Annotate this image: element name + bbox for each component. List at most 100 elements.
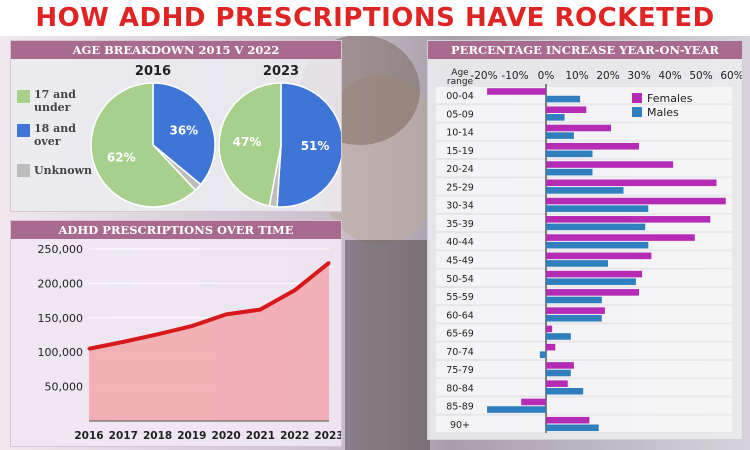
bar-males-50-54 bbox=[546, 278, 636, 285]
data-point-2016 bbox=[87, 347, 91, 351]
row-band bbox=[436, 360, 732, 378]
category-label-05-09: 05-09 bbox=[446, 109, 474, 120]
bar-males-45-49 bbox=[546, 260, 608, 267]
x-tick-label: 60% bbox=[720, 70, 742, 82]
page-title: HOW ADHD PRESCRIPTIONS HAVE ROCKETED bbox=[0, 0, 750, 36]
prescriptions-line bbox=[88, 261, 331, 351]
bar-males-40-44 bbox=[546, 241, 649, 249]
data-point-2020 bbox=[224, 312, 228, 316]
bar-females-45-49 bbox=[546, 252, 652, 260]
bar-females-25-29 bbox=[546, 179, 717, 187]
prescriptions-panel: ADHD PRESCRIPTIONS OVER TIME 50,000 100,0… bbox=[10, 220, 342, 447]
bar-females-65-69 bbox=[546, 325, 553, 333]
bar-males-80-84 bbox=[546, 387, 584, 395]
pie-year-label-2016: 2016 bbox=[135, 64, 171, 79]
bar-females-00-04 bbox=[487, 88, 546, 95]
bar-males-15-19 bbox=[546, 150, 593, 158]
data-point-2017 bbox=[121, 340, 125, 344]
bar-females-85-89 bbox=[521, 398, 546, 406]
bar-females-10-14 bbox=[546, 124, 612, 132]
bar-females-55-59 bbox=[546, 289, 639, 296]
category-label-65-69: 65-69 bbox=[446, 329, 474, 340]
pie-slice-2016-18-and-over bbox=[152, 82, 216, 186]
row-band bbox=[436, 123, 732, 140]
bar-females-20-24 bbox=[546, 161, 674, 168]
bar-males-25-29 bbox=[546, 187, 624, 194]
bar-males-65-69 bbox=[546, 333, 571, 340]
bar-males-35-39 bbox=[546, 223, 646, 231]
row-band bbox=[436, 397, 732, 414]
x-tick-label: 0% bbox=[538, 70, 555, 82]
data-point-2018 bbox=[156, 332, 160, 336]
swatch-grey bbox=[17, 164, 30, 177]
bar-females-70-74 bbox=[546, 343, 556, 351]
x-tick-label: 10% bbox=[565, 70, 588, 82]
pie-value-label: 36% bbox=[169, 123, 198, 137]
row-band bbox=[436, 251, 732, 268]
category-label-20-24: 20-24 bbox=[446, 164, 474, 175]
bar-males-55-59 bbox=[546, 296, 602, 304]
bar-females-75-79 bbox=[546, 362, 574, 369]
category-label-15-19: 15-19 bbox=[446, 146, 474, 157]
row-band bbox=[436, 306, 732, 323]
bar-males-30-34 bbox=[546, 205, 649, 212]
bar-females-35-39 bbox=[546, 216, 711, 223]
category-label-40-44: 40-44 bbox=[446, 237, 474, 248]
y-tick-label: 100,000 bbox=[38, 346, 84, 359]
pie-slice-2023-18-and-over bbox=[276, 82, 341, 208]
x-tick-label: 50% bbox=[689, 70, 712, 82]
bar-females-05-09 bbox=[546, 106, 587, 114]
x-tick-label: 2023 bbox=[314, 430, 341, 442]
yoy-panel: PERCENTAGE INCREASE YEAR-ON-YEAR Age rang… bbox=[427, 40, 743, 440]
legend-swatch-males bbox=[632, 107, 642, 117]
pie-year-label-2023: 2023 bbox=[263, 64, 299, 79]
bar-males-05-09 bbox=[546, 114, 565, 121]
legend-swatch-females bbox=[632, 93, 642, 103]
row-band bbox=[436, 324, 732, 341]
pie-charts: 2016 36% 62% 2023 51% 47% bbox=[90, 64, 341, 208]
category-label-25-29: 25-29 bbox=[446, 182, 474, 193]
x-tick-label: -10% bbox=[501, 70, 528, 82]
bar-females-60-64 bbox=[546, 307, 605, 314]
row-band bbox=[436, 105, 732, 122]
data-point-2021 bbox=[258, 308, 262, 312]
row-band bbox=[436, 379, 732, 396]
category-label-80-84: 80-84 bbox=[446, 383, 474, 394]
pie-slice-2016-17-and-under bbox=[90, 82, 197, 208]
row-band bbox=[436, 415, 732, 432]
swatch-green bbox=[17, 90, 30, 103]
category-label-30-34: 30-34 bbox=[446, 201, 474, 212]
bar-males-60-64 bbox=[546, 314, 602, 322]
x-tick-label: 2018 bbox=[143, 430, 172, 442]
bar-males-00-04 bbox=[546, 95, 581, 103]
prescriptions-area-chart: 50,000 100,000 150,000 200,000 250,000 2016 20… bbox=[38, 243, 342, 442]
bar-females-50-54 bbox=[546, 270, 643, 278]
category-label-55-59: 55-59 bbox=[446, 292, 474, 303]
x-tick-label: 2020 bbox=[212, 430, 241, 442]
category-label-75-79: 75-79 bbox=[446, 365, 474, 376]
data-point-2023 bbox=[327, 261, 331, 265]
y-tick-label: 150,000 bbox=[38, 312, 84, 325]
x-tick-label: -20% bbox=[470, 70, 497, 82]
category-label-60-64: 60-64 bbox=[446, 310, 474, 321]
category-label-90+: 90+ bbox=[450, 420, 470, 431]
y-axis-title-line1: Age bbox=[451, 68, 469, 78]
pie-value-label: 47% bbox=[233, 135, 262, 149]
row-band bbox=[436, 287, 732, 305]
legend-label-males: Males bbox=[647, 106, 679, 119]
bar-males-75-79 bbox=[546, 369, 571, 377]
prescriptions-title: ADHD PRESCRIPTIONS OVER TIME bbox=[11, 221, 341, 239]
category-label-35-39: 35-39 bbox=[446, 219, 474, 230]
data-point-2019 bbox=[190, 324, 194, 328]
x-tick-label: 30% bbox=[627, 70, 650, 82]
swatch-blue bbox=[17, 124, 30, 137]
y-axis-title-line2: range bbox=[447, 77, 474, 87]
category-label-00-04: 00-04 bbox=[446, 91, 474, 102]
bar-males-85-89 bbox=[487, 406, 546, 413]
bar-females-90+ bbox=[546, 416, 590, 424]
row-band bbox=[436, 342, 732, 359]
x-tick-label: 2019 bbox=[177, 430, 206, 442]
x-tick-label: 2016 bbox=[74, 430, 103, 442]
age-breakdown-panel: AGE BREAKDOWN 2015 V 2022 17 and under 1… bbox=[10, 40, 342, 212]
